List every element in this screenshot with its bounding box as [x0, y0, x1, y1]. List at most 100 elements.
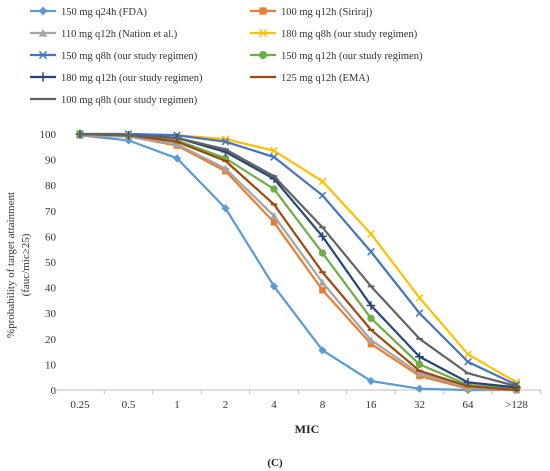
x-tick-label: >128 [505, 399, 528, 411]
y-tick-label: 100 [40, 129, 57, 141]
data-point [318, 177, 327, 186]
legend-item: 100 mg q8h (our study regimen) [30, 95, 198, 106]
data-point [318, 191, 327, 200]
series-5 [76, 130, 521, 389]
data-point [367, 340, 375, 348]
data-point [367, 336, 375, 344]
x-tick-label: 16 [366, 399, 378, 411]
series-line [79, 132, 517, 390]
data-point [270, 219, 278, 226]
x-tick-label: 64 [463, 399, 475, 411]
data-point [464, 358, 472, 366]
legend-marker [38, 6, 48, 16]
series-3 [76, 131, 521, 394]
x-tick-label: 1 [174, 399, 180, 411]
legend-item: 100 mg q12h (Siriraj) [250, 7, 373, 18]
legend-item: 125 mg q12h (EMA) [250, 73, 370, 84]
series-line [79, 132, 517, 392]
y-tick-label: 30 [45, 308, 57, 320]
data-point [415, 384, 424, 393]
series-line [79, 132, 517, 389]
legend-item: 110 mg q12h (Nation et al.) [30, 28, 178, 40]
x-tick-label: 0.25 [70, 399, 90, 411]
data-point [221, 204, 230, 213]
legend-label: 100 mg q8h (our study regimen) [61, 95, 198, 106]
data-point [269, 282, 279, 291]
legend-label: 100 mg q12h (Siriraj) [281, 7, 373, 18]
series-2 [76, 131, 520, 394]
series-7 [75, 129, 521, 392]
y-tick-label: 60 [45, 231, 57, 243]
data-point [270, 212, 278, 220]
y-tick-label: 10 [45, 359, 57, 371]
y-tick-label: 90 [45, 155, 57, 167]
data-point [415, 294, 424, 302]
data-point [221, 137, 230, 146]
data-point [172, 154, 182, 163]
legend-marker [259, 7, 267, 15]
data-point [415, 309, 424, 318]
series-1 [75, 131, 521, 395]
series-8 [76, 132, 520, 392]
series-line [79, 132, 517, 388]
legend-item: 180 mg q8h (our study regimen) [250, 28, 418, 40]
y-tick-label: 50 [45, 257, 57, 269]
legend-item: 150 mg q8h (our study regimen) [30, 50, 198, 62]
x-axis-title: MIC [295, 422, 320, 436]
x-axis: 0.25 0.5 1 2 4 8 16 32 64 >128 [55, 389, 542, 411]
data-point [221, 164, 230, 172]
series-line [79, 134, 517, 392]
data-point [366, 301, 376, 310]
series-line [80, 132, 517, 386]
y-tick-label: 20 [45, 334, 57, 346]
data-point [270, 146, 278, 155]
x-tick-label: 4 [271, 399, 277, 411]
data-point [367, 314, 375, 323]
legend-label: 125 mg q12h (EMA) [281, 73, 370, 84]
legend-label: 150 mg q12h (our study regimen) [281, 51, 423, 62]
data-point [270, 185, 278, 193]
legend-item: 180 mg q12h (our study regimen) [30, 72, 203, 84]
y-tick-label: 80 [45, 180, 57, 192]
series-9 [76, 132, 520, 388]
data-point [367, 247, 375, 256]
data-point [367, 230, 375, 238]
data-point [318, 278, 327, 286]
data-point [318, 232, 327, 241]
legend-label: 110 mg q12h (Nation et al.) [61, 29, 178, 40]
figure-caption: (C) [267, 457, 283, 469]
data-point [415, 352, 424, 362]
chart-legend: 150 mg q24h (FDA) 100 mg q12h (Siriraj) 11… [30, 6, 423, 106]
legend-marker [38, 50, 48, 60]
data-point [464, 350, 472, 358]
y-axis-title-line1: %probability of target attainment [5, 192, 17, 338]
legend-label: 180 mg q12h (our study regimen) [61, 73, 203, 84]
y-tick-label: 70 [45, 206, 57, 218]
y-axis: 0 10 20 30 40 50 60 70 80 90 100 [40, 129, 57, 397]
data-point [415, 360, 424, 369]
x-tick-label: 2 [223, 399, 229, 411]
legend-item: 150 mg q24h (FDA) [30, 6, 148, 18]
y-tick-label: 0 [51, 385, 57, 397]
series-6 [76, 130, 521, 393]
x-tick-label: 32 [414, 399, 425, 411]
y-tick-label: 40 [45, 283, 57, 295]
legend-item: 150 mg q12h (our study regimen) [250, 51, 423, 62]
data-point [318, 249, 327, 257]
data-point [366, 376, 376, 386]
legend-marker [259, 51, 267, 59]
series-line [79, 134, 517, 392]
data-point [318, 346, 327, 355]
legend-marker [258, 28, 268, 38]
plot-area [75, 129, 521, 395]
series-line [79, 134, 517, 392]
legend-label: 180 mg q8h (our study regimen) [281, 29, 418, 40]
x-tick-label: 8 [320, 399, 326, 411]
data-point [415, 369, 424, 377]
data-point [270, 153, 278, 161]
legend-marker [38, 72, 48, 82]
legend-label: 150 mg q8h (our study regimen) [61, 51, 198, 62]
x-tick-label: 0.5 [122, 399, 136, 411]
data-point [319, 286, 326, 294]
